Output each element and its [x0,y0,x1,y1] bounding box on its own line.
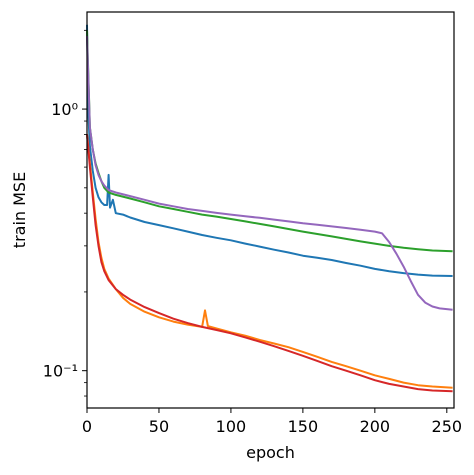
axis-ticks: 0 50 100 150 200 250 10⁰ 10⁻¹ [43,29,463,436]
y-tick-label: 10⁰ [51,100,78,119]
series-line-5 [86,36,453,311]
y-axis-label: train MSE [10,172,29,248]
series-line-4 [86,134,453,393]
x-tick-label: 200 [360,417,391,436]
x-tick-label: 100 [216,417,247,436]
series-line-1 [86,24,453,277]
x-tick-label: 250 [432,417,463,436]
series-line-2 [86,134,453,389]
x-tick-label: 50 [149,417,169,436]
x-tick-label: 0 [82,417,92,436]
y-tick-label: 10⁻¹ [43,362,78,381]
x-tick-label: 150 [288,417,319,436]
plot-lines [86,24,453,393]
plot-frame [86,11,455,409]
x-axis-label: epoch [246,443,295,462]
